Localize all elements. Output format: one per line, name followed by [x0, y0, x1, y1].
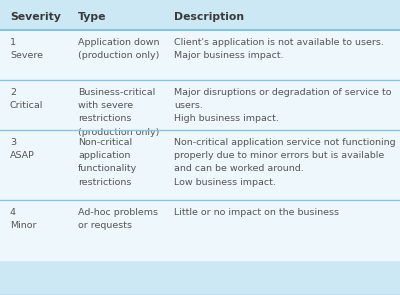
Text: Type: Type	[78, 12, 106, 22]
Text: 2
Critical: 2 Critical	[10, 88, 43, 110]
Text: Non-critical
application
functionality
restrictions: Non-critical application functionality r…	[78, 138, 137, 187]
Text: Description: Description	[174, 12, 244, 22]
Text: 1
Severe: 1 Severe	[10, 38, 43, 60]
Text: 4
Minor: 4 Minor	[10, 208, 36, 230]
Text: Client's application is not available to users.
Major business impact.: Client's application is not available to…	[174, 38, 384, 60]
Text: Application down
(production only): Application down (production only)	[78, 38, 160, 60]
Text: Little or no impact on the business: Little or no impact on the business	[174, 208, 339, 217]
Bar	[0, 200, 400, 260]
Text: Ad-hoc problems
or requests: Ad-hoc problems or requests	[78, 208, 158, 230]
Text: Business-critical
with severe
restrictions
(production only): Business-critical with severe restrictio…	[78, 88, 159, 137]
Bar	[0, 130, 400, 200]
Text: Non-critical application service not functioning
properly due to minor errors bu: Non-critical application service not fun…	[174, 138, 396, 187]
Bar	[0, 80, 400, 130]
Text: Major disruptions or degradation of service to
users.
High business impact.: Major disruptions or degradation of serv…	[174, 88, 392, 123]
Bar	[0, 5, 400, 30]
Text: 3
ASAP: 3 ASAP	[10, 138, 35, 160]
Text: Severity: Severity	[10, 12, 61, 22]
Bar	[0, 30, 400, 80]
